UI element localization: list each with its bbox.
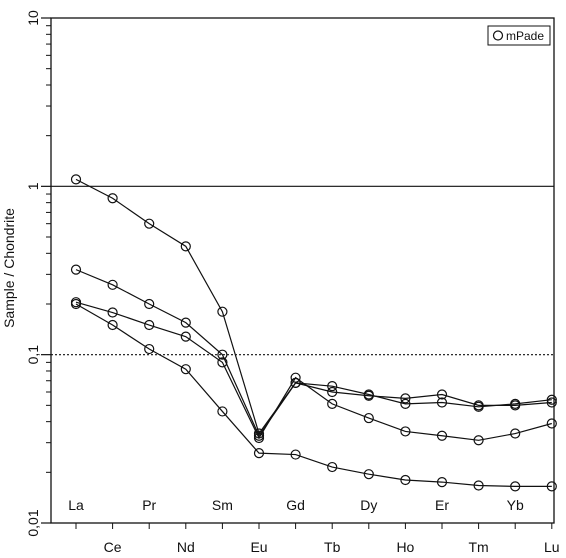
data-point (70, 298, 82, 310)
data-point (253, 432, 265, 444)
data-point (217, 357, 228, 368)
data-point (546, 397, 557, 408)
data-point (436, 389, 448, 400)
data-point (510, 481, 521, 492)
data-point (217, 306, 228, 317)
data-point (327, 386, 338, 398)
element-label-la: La (68, 497, 84, 513)
element-label-eu: Eu (250, 539, 267, 555)
data-point (363, 389, 374, 400)
data-point (327, 398, 338, 409)
data-point (144, 218, 155, 229)
data-point (180, 317, 191, 328)
legend-label: mPade (506, 29, 544, 43)
data-point (217, 349, 228, 360)
data-point (436, 397, 448, 408)
y-tick-label: 1 (25, 182, 41, 190)
series-line (75, 303, 552, 487)
data-point (253, 448, 265, 459)
data-point (546, 418, 557, 429)
element-label-nd: Nd (177, 539, 195, 555)
y-axis: 0,01 0,1 1 10 (25, 10, 51, 537)
series-line (75, 178, 552, 435)
data-point (107, 279, 118, 290)
element-label-yb: Yb (507, 497, 524, 513)
data-point (436, 476, 448, 488)
y-tick-label: 0,1 (25, 345, 41, 365)
data-point (70, 264, 82, 275)
data-point (510, 398, 521, 409)
element-label-gd: Gd (286, 497, 305, 513)
data-point (546, 481, 557, 492)
data-point (473, 435, 484, 446)
data-point (363, 469, 374, 480)
data-point (400, 474, 411, 486)
data-point (510, 428, 521, 439)
data-point (327, 461, 338, 473)
data-point (144, 319, 155, 331)
legend: mPade (487, 25, 551, 46)
element-label-tm: Tm (468, 539, 488, 555)
series-4 (70, 298, 557, 492)
data-point (180, 331, 191, 342)
data-point (290, 449, 301, 460)
reference-lines (51, 185, 554, 356)
y-tick-label: 10 (25, 10, 41, 26)
data-point (400, 393, 411, 404)
data-point (107, 307, 118, 318)
legend-box (487, 25, 551, 46)
series-line (75, 269, 552, 437)
data-point (180, 364, 191, 375)
series-line (75, 301, 552, 441)
data-point (327, 381, 338, 392)
element-label-ho: Ho (396, 539, 414, 555)
element-label-pr: Pr (142, 497, 156, 513)
data-point (217, 406, 228, 417)
data-point (107, 193, 118, 204)
data-point (363, 412, 374, 424)
series-2 (70, 264, 557, 441)
x-axis: La Pr Sm Gd Dy Er Yb Ce Nd Eu Tb Ho Tm Lu (68, 497, 559, 555)
element-label-tb: Tb (324, 539, 341, 555)
element-label-sm: Sm (212, 497, 233, 513)
series-layer (70, 174, 557, 492)
data-point (180, 241, 191, 252)
data-point (546, 394, 557, 405)
element-label-ce: Ce (104, 539, 122, 555)
data-point (436, 430, 448, 441)
data-point (473, 480, 484, 491)
plot-frame (50, 17, 555, 524)
data-point (400, 426, 411, 437)
data-point (107, 319, 118, 331)
data-point (144, 298, 155, 310)
data-point (473, 401, 484, 412)
data-point (144, 343, 155, 355)
y-axis-title: Sample / Chondrite (1, 208, 17, 328)
element-label-dy: Dy (360, 497, 377, 513)
data-point (400, 398, 411, 409)
y-tick-label: 0,01 (25, 509, 41, 536)
data-point (290, 372, 301, 383)
element-label-lu: Lu (544, 539, 560, 555)
element-label-er: Er (435, 497, 449, 513)
legend-marker (492, 30, 504, 41)
data-point (70, 174, 82, 185)
series-1 (70, 174, 557, 439)
series-3 (70, 297, 557, 446)
